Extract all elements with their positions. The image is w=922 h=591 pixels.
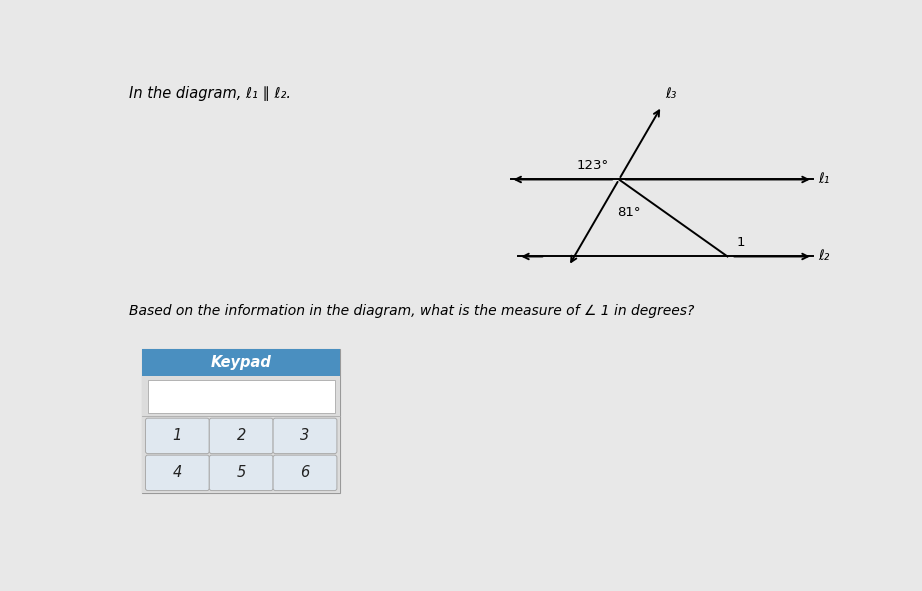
- Text: 81°: 81°: [618, 206, 641, 219]
- Bar: [148, 381, 335, 413]
- FancyBboxPatch shape: [146, 455, 209, 491]
- Text: Based on the information in the diagram, what is the measure of ∠ 1 in degrees?: Based on the information in the diagram,…: [129, 304, 694, 318]
- Text: 3: 3: [301, 428, 310, 443]
- Text: ℓ₂: ℓ₂: [818, 249, 830, 264]
- Text: 6: 6: [301, 465, 310, 480]
- FancyBboxPatch shape: [273, 455, 337, 491]
- FancyBboxPatch shape: [273, 418, 337, 454]
- Text: 2: 2: [237, 428, 246, 443]
- FancyBboxPatch shape: [146, 418, 209, 454]
- Bar: [142, 349, 340, 376]
- Text: Keypad: Keypad: [211, 355, 272, 370]
- FancyBboxPatch shape: [209, 418, 273, 454]
- Text: 5: 5: [237, 465, 246, 480]
- Text: ℓ₃: ℓ₃: [665, 87, 676, 100]
- Bar: [142, 349, 340, 493]
- Text: 4: 4: [172, 465, 182, 480]
- Text: 123°: 123°: [576, 159, 609, 172]
- Text: 1: 1: [172, 428, 182, 443]
- FancyBboxPatch shape: [209, 455, 273, 491]
- Text: In the diagram, ℓ₁ ∥ ℓ₂.: In the diagram, ℓ₁ ∥ ℓ₂.: [129, 86, 291, 100]
- Bar: [142, 376, 340, 493]
- Text: ℓ₁: ℓ₁: [818, 173, 830, 187]
- Text: 1: 1: [737, 236, 745, 249]
